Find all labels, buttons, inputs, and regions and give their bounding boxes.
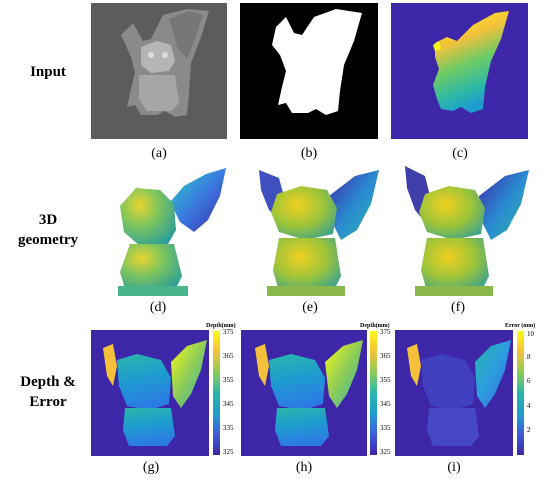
colorbar-h-tick: 355 [380, 376, 391, 384]
caption-i: (i) [447, 460, 461, 475]
geometry-render-f [405, 166, 529, 296]
colorbar-h [370, 331, 377, 455]
colorbar-g-tick: 335 [223, 424, 234, 432]
caption-c: (c) [452, 146, 468, 161]
caption-f: (f) [451, 300, 465, 315]
colorbar-i-tick: 10 [527, 330, 534, 338]
colorbar-h-tick: 325 [380, 448, 391, 456]
colorbar-g-tick: 365 [223, 352, 234, 360]
colorbar-i-tick: 4 [527, 402, 531, 410]
error-map-i [395, 330, 513, 456]
depth-input-panel [391, 3, 528, 139]
colorbar-g-tick: 355 [223, 376, 234, 384]
depth-map-h [241, 330, 367, 456]
caption-h: (h) [295, 460, 313, 475]
row-label-depth-error: Depth & Error [20, 374, 76, 410]
colorbar-title-g: Depth(mm) [206, 323, 236, 329]
colorbar-h-tick: 335 [380, 424, 391, 432]
colorbar-i-tick: 6 [527, 377, 531, 385]
caption-b: (b) [300, 146, 318, 161]
caption-g: (g) [142, 460, 160, 475]
colorbar-title-i: Error (mm) [505, 323, 536, 329]
colorbar-g [213, 331, 220, 455]
colorbar-h-tick: 365 [380, 352, 391, 360]
geometry-render-e [259, 170, 379, 296]
colorbar-g-tick: 325 [223, 448, 234, 456]
depth-map-g [91, 330, 209, 456]
colorbar-h-tick: 345 [380, 400, 391, 408]
row-label-3d-geometry: 3D geometry [18, 212, 78, 248]
row-label-input: Input [30, 64, 66, 80]
geometry-render-d [118, 168, 226, 296]
colorbar-g-tick: 345 [223, 400, 234, 408]
caption-e: (e) [302, 300, 318, 315]
colorbar-i-tick: 8 [527, 353, 531, 361]
input-image-panel [91, 3, 227, 139]
caption-d: (d) [149, 300, 167, 315]
colorbar-g-tick: 375 [223, 328, 234, 336]
colorbar-title-h: Depth(mm) [360, 323, 390, 329]
colorbar-i [517, 331, 524, 455]
mask-panel [240, 3, 378, 139]
colorbar-i-tick: 2 [527, 426, 531, 434]
colorbar-h-tick: 375 [380, 328, 391, 336]
caption-a: (a) [151, 146, 167, 161]
